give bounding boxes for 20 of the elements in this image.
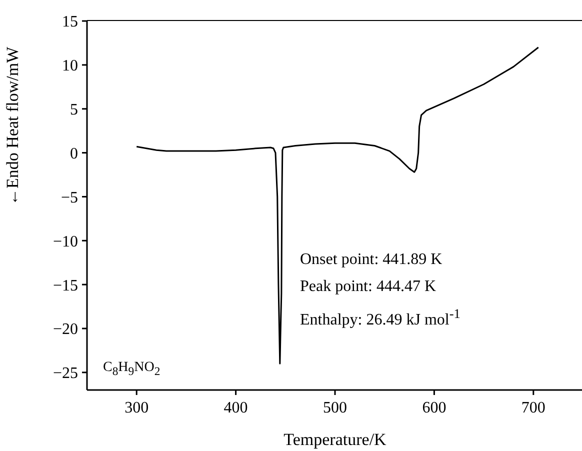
- y-tick-label: −25: [52, 365, 78, 382]
- y-tick-label: 0: [70, 145, 78, 162]
- y-tick-label: −5: [60, 189, 78, 206]
- y-tick-label: 5: [70, 102, 78, 119]
- x-tick-label: 600: [422, 399, 446, 416]
- y-axis-title: ←Endo Heat flow/mW: [3, 46, 22, 206]
- annotation: C$_{8}$H$_{9}$NO$_{2}$: [103, 360, 160, 380]
- y-tick-label: 15: [62, 14, 78, 31]
- y-tick-label: −20: [52, 321, 78, 338]
- annotation: Peak point: 444.47 K: [300, 278, 436, 296]
- x-tick-label: 500: [323, 399, 347, 416]
- x-tick-label: 700: [521, 399, 546, 416]
- y-tick-label: 10: [62, 58, 78, 75]
- y-tick-label: −10: [52, 233, 78, 250]
- x-tick-label: 300: [124, 399, 149, 416]
- annotation: Onset point: 441.89 K: [300, 251, 442, 269]
- y-tick-label: −15: [52, 277, 78, 294]
- annotation: Enthalpy: 26.49 kJ mol$^{-1}$: [300, 305, 460, 330]
- x-axis-title: Temperature/K: [284, 430, 388, 449]
- x-tick-label: 400: [224, 399, 248, 416]
